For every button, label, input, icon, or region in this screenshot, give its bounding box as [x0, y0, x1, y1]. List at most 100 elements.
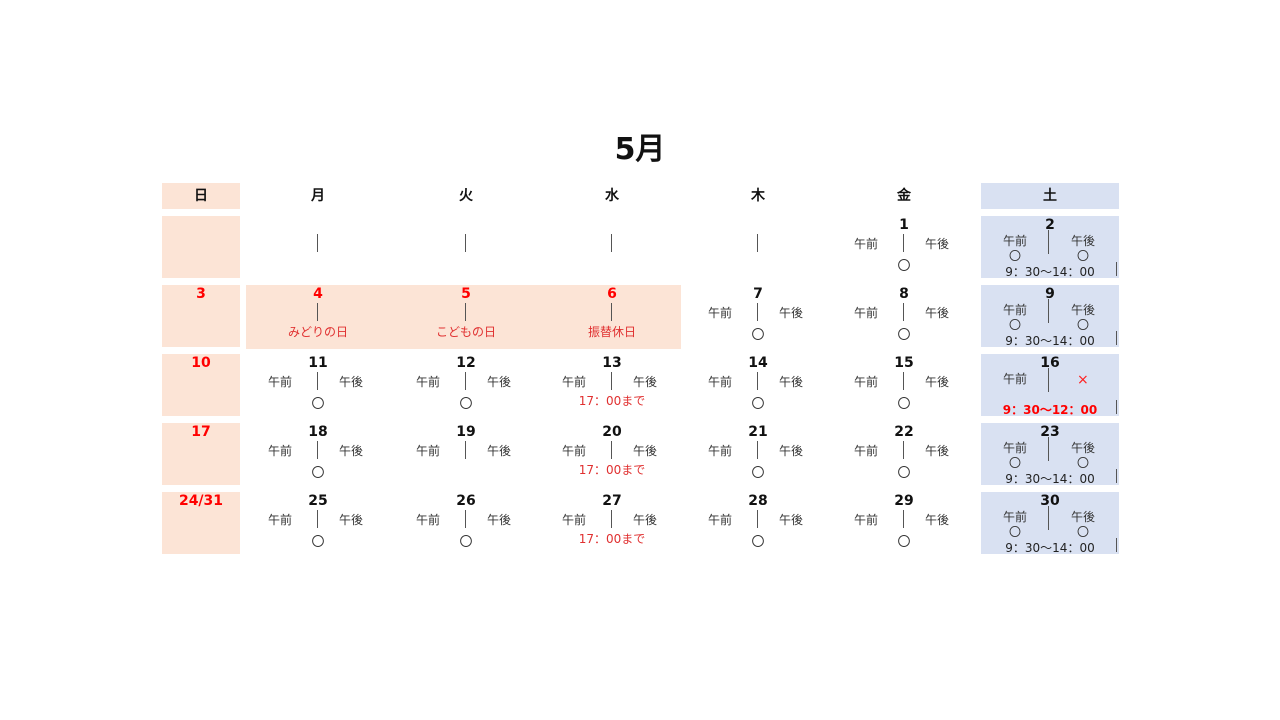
sunday-day-number: 10	[191, 355, 211, 371]
day-number: 9	[1045, 286, 1055, 302]
day-number: 6	[607, 286, 617, 302]
pm-label: 午後	[925, 237, 950, 251]
day-cell-wed[interactable]	[537, 216, 687, 278]
pm-label: 午後	[1071, 303, 1096, 317]
am-open-mark: 〇	[1009, 318, 1022, 332]
saturday-hours: 9：30～14：00	[1005, 541, 1095, 555]
day-cell-tue[interactable]	[391, 216, 541, 278]
saturday-cell[interactable]: 30 午前 午後〇 〇 9：30～14：00	[981, 492, 1119, 555]
am-label: 午前	[268, 375, 293, 389]
day-cell-mon[interactable]: 4 みどりの日	[243, 285, 393, 347]
sunday-cell: 3	[162, 285, 240, 347]
cell-edge-tick	[1116, 331, 1117, 345]
open-mark: 〇	[311, 397, 325, 412]
closing-time-note: 17：00まで	[578, 532, 646, 546]
weekday-header-mon: 月	[311, 188, 325, 204]
day-cell-fri[interactable]: 8 午前 午後〇	[829, 285, 979, 347]
weekday-header-sat: 土	[981, 183, 1119, 209]
day-number: 30	[1040, 493, 1060, 509]
closing-time-note: 17：00まで	[578, 394, 646, 408]
pm-label: 午後	[925, 306, 950, 320]
saturday-hours: 9：30～12：00	[1002, 403, 1098, 417]
day-cell-wed[interactable]: 27 午前 午後 17：00まで	[537, 492, 687, 554]
pm-label: 午後	[779, 375, 804, 389]
ampm-divider	[465, 510, 466, 528]
open-mark: 〇	[751, 466, 765, 481]
ampm-divider	[903, 372, 904, 390]
day-cell-wed[interactable]: 20 午前 午後 17：00まで	[537, 423, 687, 485]
ampm-divider	[903, 441, 904, 459]
day-number: 21	[748, 424, 768, 440]
saturday-hours: 9：30～14：00	[1005, 265, 1095, 279]
am-label: 午前	[708, 444, 733, 458]
weekday-header-tue: 火	[459, 188, 473, 204]
ampm-divider	[465, 234, 466, 252]
day-cell-mon[interactable]	[243, 216, 393, 278]
sunday-cell	[162, 216, 240, 278]
pm-open-mark: 〇	[1077, 456, 1090, 470]
saturday-cell[interactable]: 16 午前 × 9：30～12：00	[981, 354, 1119, 417]
day-cell-tue[interactable]: 19 午前 午後	[391, 423, 541, 485]
day-cell-tue[interactable]: 26 午前 午後〇	[391, 492, 541, 554]
day-cell-thu[interactable]: 21 午前 午後〇	[683, 423, 833, 485]
day-cell-wed[interactable]: 6 振替休日	[537, 285, 687, 347]
pm-label: 午後	[1071, 234, 1096, 248]
am-label: 午前	[1003, 372, 1028, 386]
holiday-name: 振替休日	[587, 325, 636, 339]
day-cell-tue[interactable]: 12 午前 午後〇	[391, 354, 541, 416]
day-number: 15	[894, 355, 914, 371]
day-cell-fri[interactable]: 29 午前 午後〇	[829, 492, 979, 554]
ampm-divider	[757, 372, 758, 390]
cell-edge-tick	[1116, 469, 1117, 483]
open-mark: 〇	[751, 328, 765, 343]
day-cell-fri[interactable]: 1 午前 午後〇	[829, 216, 979, 278]
sunday-cell: 17	[162, 423, 240, 485]
day-number: 29	[894, 493, 914, 509]
pm-label: 午後	[339, 513, 364, 527]
day-cell-thu[interactable]	[683, 216, 833, 278]
closing-time-note: 17：00まで	[578, 463, 646, 477]
pm-open-mark: 〇	[1077, 525, 1090, 539]
day-number: 2	[1045, 217, 1055, 233]
day-cell-fri[interactable]: 22 午前 午後〇	[829, 423, 979, 485]
am-label: 午前	[1003, 510, 1028, 524]
day-number: 7	[753, 286, 763, 302]
ampm-divider	[903, 303, 904, 321]
day-cell-mon[interactable]: 11 午前 午後〇	[243, 354, 393, 416]
ampm-divider	[757, 441, 758, 459]
open-mark: 〇	[897, 397, 911, 412]
ampm-divider	[317, 441, 318, 459]
ampm-divider	[465, 372, 466, 390]
day-cell-thu[interactable]: 28 午前 午後〇	[683, 492, 833, 554]
saturday-cell[interactable]: 2 午前 午後〇 〇 9：30～14：00	[981, 216, 1119, 279]
am-label: 午前	[1003, 234, 1028, 248]
am-label: 午前	[854, 444, 879, 458]
day-number: 26	[456, 493, 476, 509]
cell-edge-tick	[1116, 262, 1117, 276]
am-label: 午前	[854, 306, 879, 320]
pm-label: 午後	[487, 444, 512, 458]
saturday-cell[interactable]: 23 午前 午後〇 〇 9：30～14：00	[981, 423, 1119, 486]
day-cell-thu[interactable]: 7 午前 午後〇	[683, 285, 833, 347]
day-number: 18	[308, 424, 328, 440]
saturday-cell[interactable]: 9 午前 午後〇 〇 9：30～14：00	[981, 285, 1119, 348]
day-cell-thu[interactable]: 14 午前 午後〇	[683, 354, 833, 416]
am-label: 午前	[562, 444, 587, 458]
day-cell-mon[interactable]: 18 午前 午後〇	[243, 423, 393, 485]
day-cell-wed[interactable]: 13 午前 午後 17：00まで	[537, 354, 687, 416]
ampm-divider	[611, 441, 612, 459]
pm-open-mark: 〇	[1077, 318, 1090, 332]
day-number: 27	[602, 493, 622, 509]
open-mark: 〇	[751, 397, 765, 412]
day-number: 28	[748, 493, 768, 509]
day-cell-mon[interactable]: 25 午前 午後〇	[243, 492, 393, 554]
pm-label: 午後	[633, 444, 658, 458]
am-label: 午前	[854, 513, 879, 527]
day-cell-fri[interactable]: 15 午前 午後〇	[829, 354, 979, 416]
open-mark: 〇	[459, 397, 473, 412]
ampm-divider	[1048, 299, 1049, 323]
sunday-cell: 24/31	[162, 492, 240, 554]
day-number: 11	[308, 355, 328, 371]
ampm-divider	[1048, 368, 1049, 392]
day-cell-tue[interactable]: 5 こどもの日	[391, 285, 541, 347]
